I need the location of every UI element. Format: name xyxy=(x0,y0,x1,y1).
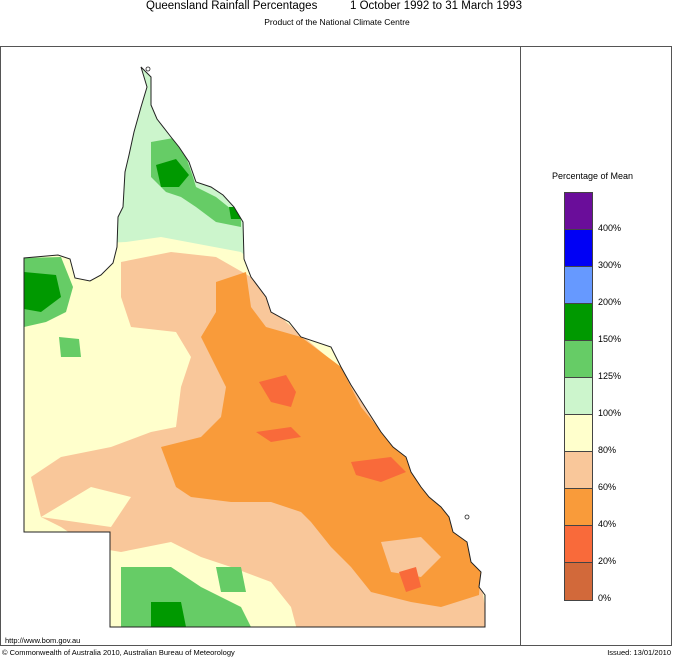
queensland-rainfall-map xyxy=(23,66,486,628)
zone-40-60 xyxy=(161,272,481,607)
map-title: Queensland Rainfall Percentages xyxy=(146,0,318,12)
footer-copyright: © Commonwealth of Australia 2010, Austra… xyxy=(2,648,235,657)
legend-tick: 300% xyxy=(598,260,622,270)
map-title-bar: Queensland Rainfall Percentages 1 Octobe… xyxy=(0,0,674,14)
legend-divider xyxy=(520,46,521,646)
island-shape xyxy=(464,514,470,520)
legend-swatch xyxy=(565,563,592,600)
state-border xyxy=(23,66,486,628)
legend-tick: 400% xyxy=(598,223,622,233)
legend-tick: 20% xyxy=(598,556,617,566)
legend-tick: 60% xyxy=(598,482,617,492)
island-shape xyxy=(145,66,151,72)
legend-swatch xyxy=(565,267,592,304)
legend-swatch xyxy=(565,193,592,230)
legend-tick: 80% xyxy=(598,445,617,455)
footer-url: http://www.bom.gov.au xyxy=(5,636,81,645)
legend-swatch xyxy=(565,378,592,415)
map-frame xyxy=(0,46,672,646)
legend-tick: 200% xyxy=(598,297,622,307)
legend-tick: 100% xyxy=(598,408,622,418)
zone-125-150 xyxy=(59,337,81,357)
legend-swatch xyxy=(565,452,592,489)
zone-150-200 xyxy=(151,602,186,627)
legend-swatch xyxy=(565,526,592,563)
legend-tick: 40% xyxy=(598,519,617,529)
footer-issued: Issued: 13/01/2010 xyxy=(607,648,671,657)
zone-20-40 xyxy=(256,427,301,442)
legend-swatch xyxy=(565,341,592,378)
legend-tick: 0% xyxy=(598,593,612,603)
map-period: 1 October 1992 to 31 March 1993 xyxy=(350,0,522,12)
zone-125-150 xyxy=(151,137,241,227)
zone-125-150 xyxy=(216,567,246,592)
zone-150-200 xyxy=(156,159,189,187)
zone-80-100-pocket xyxy=(41,487,131,527)
legend-swatch xyxy=(565,489,592,526)
legend-tick: 125% xyxy=(598,371,622,381)
legend-tick: 150% xyxy=(598,334,622,344)
map-subtitle: Product of the National Climate Centre xyxy=(264,17,410,27)
zone-60-80-island xyxy=(381,537,441,577)
zone-150-200 xyxy=(24,272,61,312)
legend-color-scale xyxy=(564,192,593,601)
zone-20-40 xyxy=(399,567,421,592)
zone-20-40 xyxy=(351,457,406,482)
legend-swatch xyxy=(565,230,592,267)
zone-20-40 xyxy=(259,375,296,407)
legend-title: Percentage of Mean xyxy=(552,171,634,181)
legend-swatch xyxy=(565,304,592,341)
legend-swatch xyxy=(565,415,592,452)
